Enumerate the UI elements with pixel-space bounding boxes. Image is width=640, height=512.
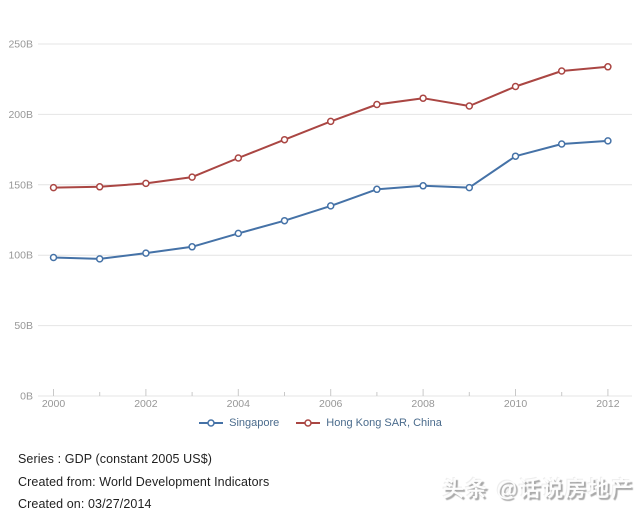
x-axis-label: 2000: [42, 398, 66, 410]
data-point-singapore-2012: [604, 137, 612, 145]
y-axis-label: 200B: [8, 109, 33, 121]
data-point-singapore-2010: [511, 152, 520, 160]
data-point-hong-kong-sar-china-2012: [604, 63, 612, 71]
x-axis-label: 2010: [504, 398, 528, 410]
data-point-singapore-2002: [142, 249, 150, 257]
data-point-singapore-2000: [49, 253, 58, 262]
gridlines: [38, 43, 632, 397]
legend-label-singapore: Singapore: [229, 417, 280, 429]
x-axis-label: 2004: [227, 398, 251, 410]
data-point-singapore-2006: [326, 202, 335, 210]
footer-series-line: Series : GDP (constant 2005 US$): [18, 452, 213, 466]
chart-legend: Singapore Hong Kong SAR, China: [0, 413, 640, 433]
data-point-hong-kong-sar-china-2004: [234, 154, 243, 162]
series-line-singapore: [53, 139, 608, 260]
data-point-hong-kong-sar-china-2008: [419, 94, 427, 102]
data-point-hong-kong-sar-china-2000: [49, 183, 58, 192]
legend-marker-singapore: [199, 419, 224, 427]
x-axis-label: 2002: [134, 398, 158, 410]
data-point-singapore-2001: [95, 255, 104, 263]
data-point-hong-kong-sar-china-2010: [511, 82, 520, 91]
y-axis-label: 0B: [20, 391, 33, 403]
data-point-singapore-2007: [373, 185, 381, 194]
legend-item-singapore[interactable]: Singapore: [198, 417, 279, 429]
data-point-singapore-2009: [465, 183, 474, 192]
toutiao-watermark: 头条 @话说房地产: [442, 478, 634, 501]
y-axis-label: 150B: [8, 179, 33, 191]
x-axis-label: 2006: [319, 398, 343, 410]
series-singapore: [49, 137, 612, 263]
series-hong-kong-sar-china: [49, 63, 612, 192]
data-point-singapore-2011: [557, 140, 566, 148]
data-point-hong-kong-sar-china-2001: [95, 183, 104, 191]
x-axis-label: 2012: [596, 398, 620, 410]
x-axis-labels: 2000 2002 2004 2006 2008 2010 2012: [42, 398, 620, 410]
chart-footer: Series : GDP (constant 2005 US$) Created…: [18, 448, 269, 512]
chart-area: 0B 50B 100B 150B 200B 250B 2000 2002 2004 2006 20…: [8, 39, 632, 410]
data-point-hong-kong-sar-china-2009: [465, 102, 474, 110]
legend-item-hong-kong-sar-china[interactable]: Hong Kong SAR, China: [295, 417, 442, 429]
data-point-hong-kong-sar-china-2007: [373, 100, 381, 109]
footer-created-from-line: Created from: World Development Indicato…: [18, 474, 270, 489]
data-point-hong-kong-sar-china-2011: [557, 67, 566, 75]
data-point-hong-kong-sar-china-2005: [280, 135, 289, 144]
data-point-hong-kong-sar-china-2003: [188, 173, 196, 181]
data-point-hong-kong-sar-china-2006: [326, 117, 335, 126]
legend-marker-hong-kong-sar-china: [296, 419, 321, 427]
data-point-hong-kong-sar-china-2002: [142, 179, 150, 188]
legend-label-hong-kong-sar-china: Hong Kong SAR, China: [326, 417, 442, 429]
x-axis-label: 2008: [411, 398, 435, 410]
data-point-singapore-2003: [188, 243, 196, 251]
data-point-singapore-2008: [419, 182, 427, 190]
y-axis-label: 100B: [8, 250, 33, 262]
series-layer: [49, 63, 612, 263]
y-axis-label: 250B: [8, 39, 33, 51]
footer-created-on-line: Created on: 03/27/2014: [18, 497, 152, 511]
series-line-hong-kong-sar-china: [53, 65, 608, 189]
data-point-singapore-2005: [280, 216, 289, 225]
y-axis-label: 50B: [14, 320, 33, 332]
x-axis-ticks: [53, 389, 609, 396]
data-point-singapore-2004: [234, 229, 243, 238]
y-axis-labels: 0B 50B 100B 150B 200B 250B: [8, 39, 33, 403]
